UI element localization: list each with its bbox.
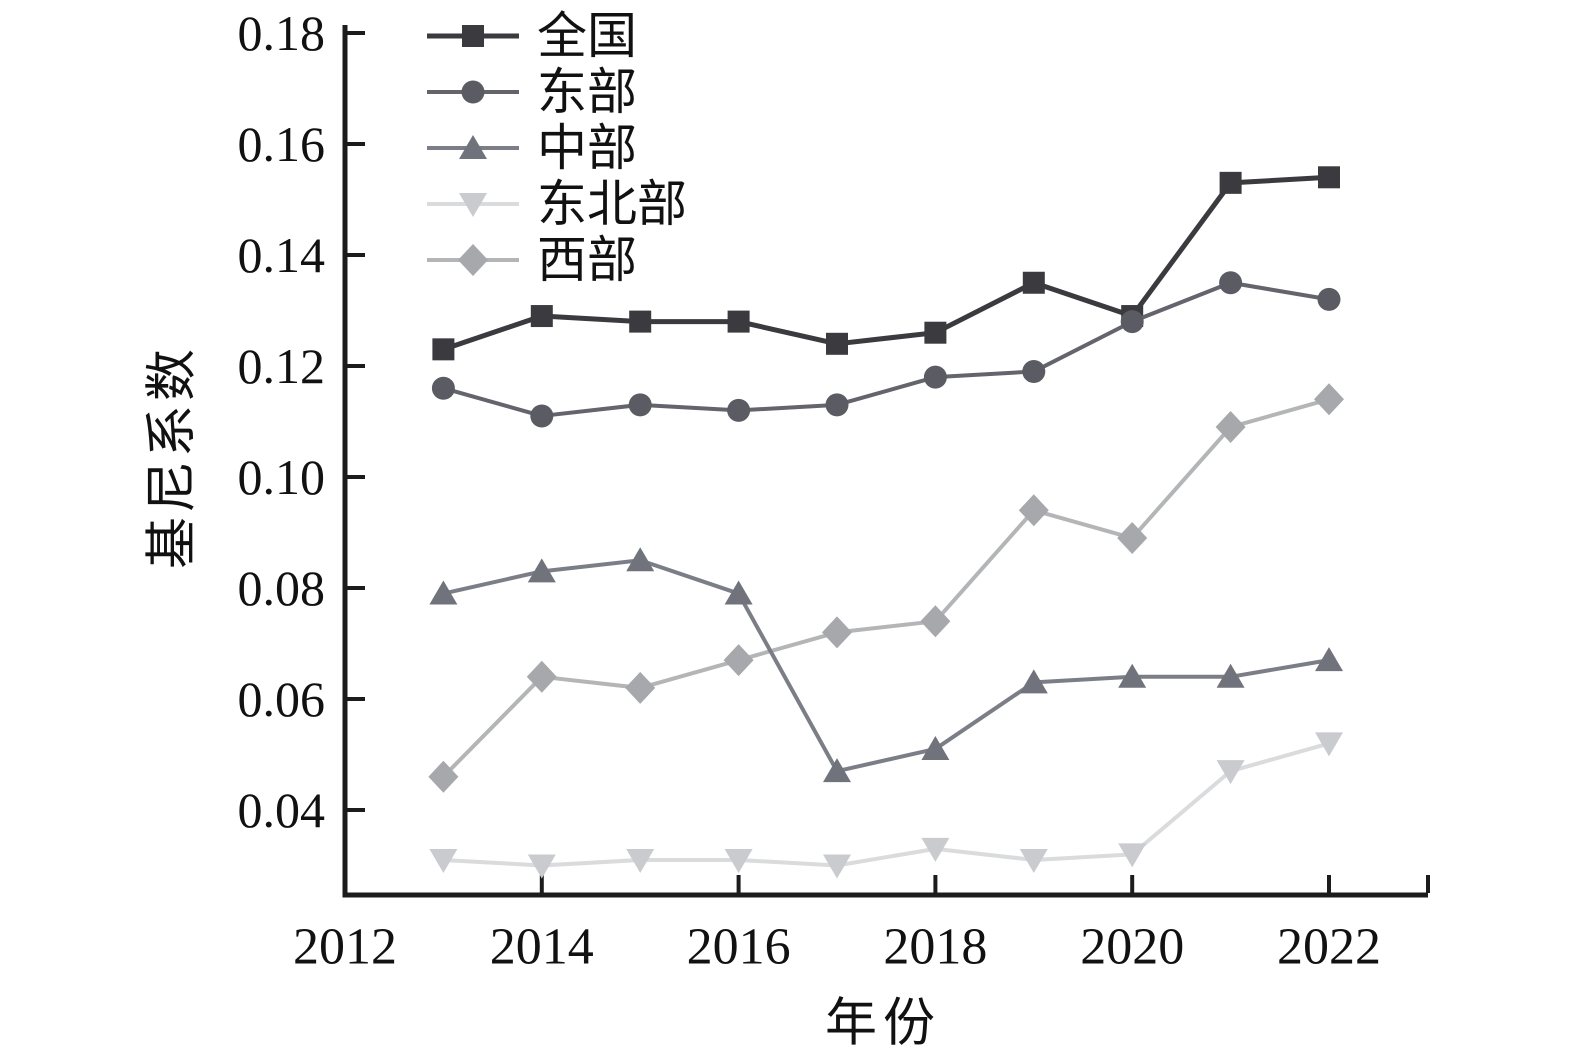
legend-marker-circle-icon [427, 80, 519, 104]
series-marker-triangle-down [1315, 732, 1343, 757]
legend-item-east: 东部 [423, 64, 687, 120]
series-marker-circle [461, 80, 485, 104]
legend-label: 东北部 [537, 176, 687, 232]
series-marker-triangle-down [921, 837, 950, 862]
x-tick-label: 2020 [1080, 919, 1184, 976]
series-marker-triangle-down [527, 854, 556, 879]
series-marker-square [1022, 271, 1045, 294]
series-marker-circle [431, 376, 455, 400]
series-marker-triangle-down [429, 848, 458, 873]
series-marker-triangle-up [1216, 663, 1245, 688]
legend-item-national: 全国 [423, 8, 687, 64]
y-tick-label: 0.08 [238, 560, 326, 616]
series-marker-diamond [822, 616, 852, 649]
y-tick-label: 0.04 [238, 782, 326, 838]
x-axis-title: 年份 [824, 995, 942, 1053]
series-0 [432, 166, 1340, 361]
legend-marker-square-icon [427, 25, 519, 47]
series-marker-square [924, 321, 947, 344]
series-marker-square [530, 305, 553, 328]
series-marker-diamond [458, 244, 488, 276]
series-marker-triangle-up [724, 580, 753, 605]
series-marker-diamond [1018, 494, 1049, 527]
series-marker-diamond [920, 605, 951, 638]
x-tick-label: 2014 [490, 919, 594, 976]
series-marker-circle [1022, 360, 1046, 384]
series-marker-triangle-down [1019, 848, 1048, 873]
series-line [442, 280, 1330, 418]
series-marker-triangle-down [1118, 843, 1147, 868]
y-tick-label: 0.12 [238, 338, 326, 394]
x-tick-label: 2018 [883, 919, 987, 976]
series-marker-triangle-down [1216, 760, 1245, 785]
x-tick-label: 2012 [293, 919, 397, 976]
series-marker-triangle-up [823, 758, 851, 783]
series-marker-triangle-down [459, 193, 487, 217]
series-marker-diamond [1117, 522, 1148, 555]
series-line [443, 741, 1330, 868]
series-marker-circle [825, 393, 849, 417]
series-marker-diamond [1314, 383, 1344, 416]
legend-label: 中部 [537, 120, 637, 176]
y-tick-label: 0.06 [238, 671, 326, 727]
series-marker-triangle-up [1019, 669, 1048, 694]
series-marker-circle [727, 398, 751, 422]
legend-item-northeast: 东北部 [423, 176, 687, 232]
series-marker-triangle-up [459, 135, 487, 159]
y-tick-label: 0.16 [238, 116, 326, 172]
series-marker-square [462, 25, 484, 47]
series-marker-square [629, 310, 652, 333]
series-marker-circle [1219, 271, 1243, 295]
series-marker-circle [530, 404, 554, 428]
legend-label: 全国 [537, 8, 637, 64]
y-tick-label: 0.14 [238, 227, 326, 283]
x-tick-label: 2016 [687, 919, 791, 976]
series-marker-triangle-down [724, 848, 753, 873]
series-marker-square [826, 332, 848, 355]
series-marker-square [727, 310, 750, 333]
legend-item-central: 中部 [423, 120, 687, 176]
series-marker-triangle-up [1118, 663, 1147, 688]
series-marker-square [1318, 166, 1340, 189]
series-1 [431, 271, 1341, 428]
legend-label: 西部 [537, 232, 637, 288]
series-line [442, 558, 1330, 774]
series-marker-diamond [428, 760, 459, 793]
series-line [441, 397, 1330, 779]
y-tick-label: 0.18 [238, 5, 326, 61]
series-marker-square [1219, 171, 1242, 194]
series-marker-diamond [625, 671, 656, 704]
y-axis-title: 基尼系数 [144, 344, 202, 570]
series-marker-triangle-up [921, 735, 950, 760]
series-marker-circle [628, 393, 652, 417]
x-tick-label: 2022 [1277, 919, 1381, 976]
series-marker-triangle-down [823, 854, 851, 879]
series-marker-diamond [723, 644, 754, 677]
series-marker-triangle-up [527, 558, 556, 583]
series-line [442, 174, 1330, 352]
legend-item-west: 西部 [423, 232, 687, 288]
series-marker-square [432, 338, 455, 361]
legend: 全国 东部 中部 东北部 西部 [423, 8, 687, 288]
series-marker-triangle-up [1315, 647, 1343, 672]
series-4 [428, 383, 1344, 793]
y-tick-label: 0.10 [238, 449, 326, 505]
series-marker-circle [1120, 310, 1144, 334]
legend-marker-triangle-up-icon [427, 135, 519, 159]
series-2 [429, 547, 1343, 783]
series-marker-triangle-down [626, 848, 655, 873]
series-marker-diamond [1215, 411, 1246, 444]
series-3 [429, 732, 1343, 879]
series-marker-diamond [526, 660, 557, 693]
series-marker-circle [1317, 287, 1341, 311]
axes [342, 25, 1428, 898]
legend-marker-triangle-down-icon [427, 193, 519, 217]
series-marker-circle [923, 365, 947, 389]
series-marker-triangle-up [626, 547, 655, 572]
legend-marker-diamond-icon [427, 244, 519, 276]
series-marker-triangle-up [429, 580, 458, 605]
legend-label: 东部 [537, 64, 637, 120]
